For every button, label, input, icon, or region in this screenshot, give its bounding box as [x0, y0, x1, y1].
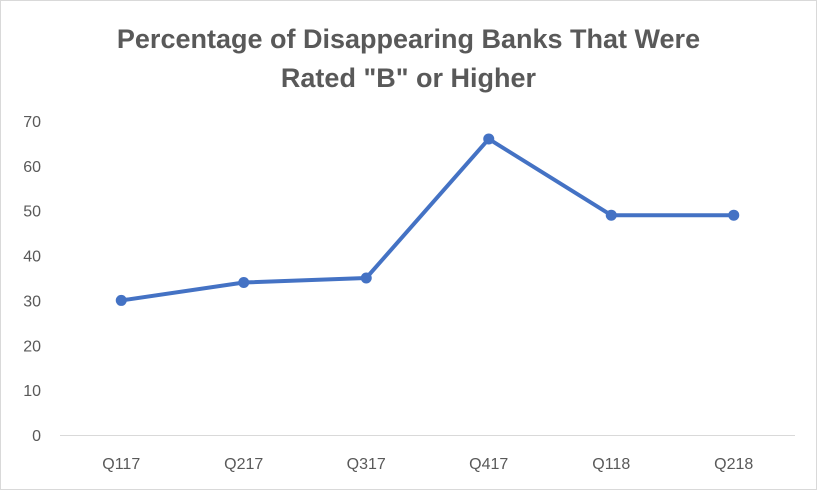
- x-tick-label: Q417: [469, 456, 508, 473]
- x-tick-label: Q218: [714, 456, 753, 473]
- data-point: [360, 272, 372, 284]
- y-tick-label: 30: [23, 293, 41, 310]
- series-line: [119, 136, 736, 303]
- data-point: [605, 209, 617, 221]
- x-tick-label: Q217: [224, 456, 263, 473]
- x-tick-label: Q117: [102, 456, 140, 473]
- y-tick-label: 40: [23, 249, 41, 266]
- data-point: [115, 294, 127, 306]
- data-point: [483, 133, 495, 145]
- series-layer: [115, 133, 740, 306]
- y-tick-label: 60: [23, 159, 41, 176]
- chart-title-line-1: Percentage of Disappearing Banks That We…: [116, 24, 701, 54]
- data-point: [238, 276, 250, 288]
- x-tick-label: Q118: [592, 456, 630, 473]
- y-axis-ticks: 0 10 20 30 40 50 60 70: [23, 114, 41, 445]
- chart-title: Percentage of Disappearing Banks That We…: [0, 20, 817, 98]
- data-point: [728, 209, 740, 221]
- y-tick-label: 50: [23, 204, 41, 221]
- y-tick-label: 70: [23, 114, 41, 131]
- y-tick-label: 10: [23, 383, 41, 400]
- y-tick-label: 0: [32, 428, 41, 445]
- y-tick-label: 20: [23, 338, 41, 355]
- chart-title-line-2: Rated "B" or Higher: [280, 63, 537, 93]
- x-axis-ticks: Q117 Q217 Q317 Q417 Q118 Q218: [102, 456, 753, 473]
- x-tick-label: Q317: [347, 456, 386, 473]
